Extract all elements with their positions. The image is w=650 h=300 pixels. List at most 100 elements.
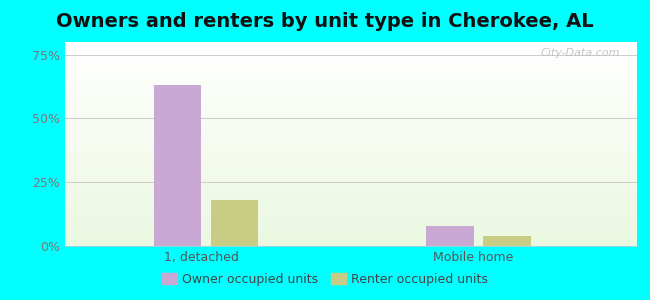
Bar: [65, 197, 637, 199]
Bar: [65, 150, 637, 152]
Bar: [65, 87, 637, 89]
Bar: [65, 70, 637, 73]
Bar: [65, 138, 637, 140]
Bar: [65, 201, 637, 203]
Bar: [65, 122, 637, 124]
Bar: [65, 97, 637, 99]
Bar: [65, 226, 637, 228]
Bar: [65, 213, 637, 215]
Bar: [65, 228, 637, 230]
Bar: [65, 154, 637, 156]
Bar: [65, 113, 637, 116]
Bar: [65, 56, 637, 58]
Bar: [65, 118, 637, 119]
Bar: [426, 226, 474, 246]
Bar: [65, 162, 637, 164]
Bar: [65, 44, 637, 46]
Bar: [65, 132, 637, 134]
Bar: [65, 73, 637, 75]
Bar: [65, 52, 637, 54]
Bar: [65, 209, 637, 211]
Bar: [65, 183, 637, 185]
Bar: [65, 142, 637, 144]
Bar: [65, 46, 637, 48]
Bar: [65, 75, 637, 77]
Bar: [65, 124, 637, 126]
Bar: [65, 77, 637, 79]
Bar: [65, 130, 637, 132]
Bar: [65, 144, 637, 146]
Bar: [65, 211, 637, 213]
Bar: [65, 42, 637, 44]
Bar: [65, 224, 637, 226]
Bar: [153, 85, 202, 246]
Bar: [65, 48, 637, 50]
Bar: [65, 158, 637, 160]
Bar: [65, 64, 637, 67]
Bar: [65, 179, 637, 181]
Bar: [65, 103, 637, 105]
Bar: [65, 207, 637, 209]
Bar: [65, 62, 637, 64]
Bar: [65, 189, 637, 191]
Bar: [65, 128, 637, 130]
Bar: [65, 160, 637, 162]
Bar: [65, 230, 637, 232]
Bar: [65, 148, 637, 150]
Bar: [65, 67, 637, 68]
Bar: [65, 85, 637, 87]
Bar: [65, 83, 637, 85]
Bar: [211, 200, 259, 246]
Bar: [65, 156, 637, 158]
Bar: [65, 232, 637, 234]
Bar: [483, 236, 531, 246]
Bar: [65, 221, 637, 224]
Bar: [65, 105, 637, 107]
Bar: [65, 215, 637, 217]
Bar: [65, 89, 637, 91]
Bar: [65, 181, 637, 183]
Bar: [65, 240, 637, 242]
Bar: [65, 95, 637, 97]
Bar: [65, 93, 637, 95]
Bar: [65, 109, 637, 111]
Bar: [65, 91, 637, 93]
Bar: [65, 134, 637, 136]
Bar: [65, 99, 637, 101]
Bar: [65, 177, 637, 179]
Bar: [65, 68, 637, 70]
Bar: [65, 119, 637, 122]
Bar: [65, 50, 637, 52]
Bar: [65, 152, 637, 154]
Bar: [65, 169, 637, 170]
Bar: [65, 101, 637, 103]
Bar: [65, 199, 637, 201]
Bar: [65, 195, 637, 197]
Bar: [65, 164, 637, 166]
Bar: [65, 191, 637, 193]
Bar: [65, 111, 637, 113]
Bar: [65, 167, 637, 169]
Bar: [65, 140, 637, 142]
Legend: Owner occupied units, Renter occupied units: Owner occupied units, Renter occupied un…: [157, 268, 493, 291]
Bar: [65, 185, 637, 187]
Bar: [65, 116, 637, 118]
Bar: [65, 244, 637, 246]
Bar: [65, 236, 637, 238]
Bar: [65, 172, 637, 175]
Bar: [65, 107, 637, 109]
Bar: [65, 60, 637, 62]
Bar: [65, 146, 637, 148]
Bar: [65, 193, 637, 195]
Bar: [65, 187, 637, 189]
Bar: [65, 175, 637, 177]
Text: City-Data.com: City-Data.com: [540, 48, 620, 58]
Bar: [65, 205, 637, 207]
Bar: [65, 54, 637, 56]
Bar: [65, 234, 637, 236]
Bar: [65, 58, 637, 60]
Bar: [65, 203, 637, 205]
Bar: [65, 238, 637, 240]
Bar: [65, 220, 637, 221]
Bar: [65, 218, 637, 220]
